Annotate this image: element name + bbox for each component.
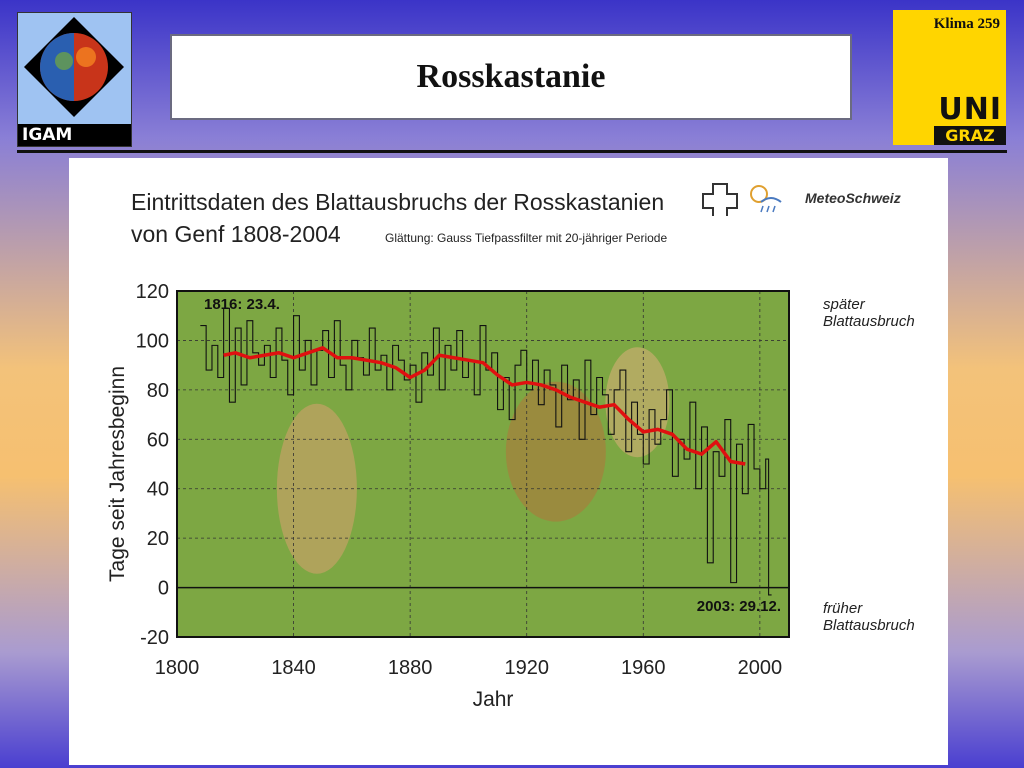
late-label-1: später: [823, 296, 865, 313]
y-tick-label: 100: [136, 330, 169, 352]
y-tick-label: -20: [140, 627, 169, 649]
x-axis-label: Jahr: [473, 688, 514, 711]
smoothed-series-line: [223, 346, 746, 466]
x-tick-label: 2000: [738, 657, 783, 679]
chart-panel: Eintrittsdaten des Blattausbruchs der Ro…: [69, 158, 948, 765]
y-tick-label: 40: [147, 479, 169, 501]
y-tick-label: 80: [147, 380, 169, 402]
x-tick-label: 1840: [271, 657, 316, 679]
annotation-last: 2003: 29.12.: [697, 598, 781, 615]
y-tick-label: 60: [147, 429, 169, 451]
x-tick-label: 1800: [155, 657, 200, 679]
early-label-1: früher: [823, 600, 863, 617]
plot-background: [177, 291, 789, 637]
chart-title: Eintrittsdaten des Blattausbruchs der Ro…: [131, 186, 664, 250]
title-box: Rosskastanie: [170, 34, 852, 120]
meteo-label: MeteoSchweiz: [805, 190, 901, 206]
early-label-2: Blattausbruch: [823, 617, 915, 634]
slide-label: Klima 259: [933, 16, 1000, 32]
globe-icon: [24, 17, 124, 117]
uni-graz-logo: Klima 259 UNI GRAZ: [893, 10, 1006, 145]
header-divider: [17, 150, 1007, 153]
chart-title-line1: Eintrittsdaten des Blattausbruchs der Ro…: [131, 189, 665, 215]
x-tick-label: 1880: [388, 657, 433, 679]
annotation-first: 1816: 23.4.: [204, 296, 280, 313]
bud-center-shape: [505, 381, 606, 522]
meteo-cross-sun-icon: [702, 183, 782, 216]
x-tick-label: 1920: [504, 657, 549, 679]
x-tick-label: 1960: [621, 657, 666, 679]
chart-title-line2: von Genf 1808-2004: [131, 221, 341, 247]
igam-label: IGAM: [18, 124, 131, 146]
chart-note: Glättung: Gauss Tiefpassfilter mit 20-jä…: [385, 231, 668, 245]
y-tick-label: 120: [136, 281, 169, 303]
late-label-2: Blattausbruch: [823, 313, 915, 330]
early-label: früher Blattausbruch: [823, 600, 915, 634]
y-tick-label: 0: [158, 578, 169, 600]
graz-text: GRAZ: [934, 126, 1006, 145]
igam-logo: IGAM: [17, 12, 132, 147]
page-title: Rosskastanie: [416, 58, 606, 95]
plot-frame: [176, 290, 790, 638]
y-tick-label: 20: [147, 528, 169, 550]
uni-text: UNI: [938, 92, 1002, 127]
y-axis-label: Tage seit Jahresbeginn: [106, 366, 129, 582]
chart-svg: 120 100 80 60 40 20 0 -20 1800 1840 1880 1920 1960 20…: [106, 281, 790, 711]
late-label: später Blattausbruch: [823, 296, 915, 330]
